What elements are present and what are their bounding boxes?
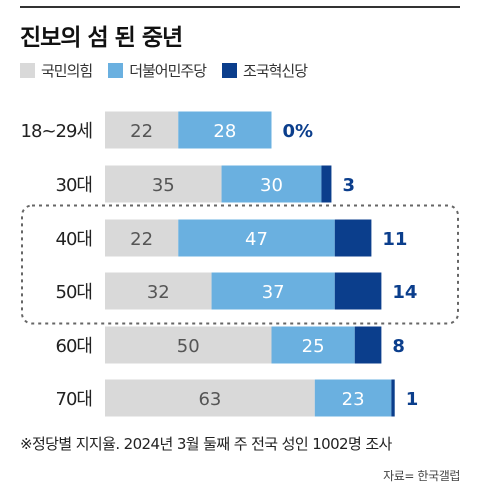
category-label: 60대 bbox=[56, 336, 92, 357]
value-label: 32 bbox=[147, 282, 170, 303]
value-label: 14 bbox=[392, 282, 417, 303]
bar-segment bbox=[105, 272, 212, 310]
bar-segment bbox=[178, 111, 272, 149]
bar-segment bbox=[211, 272, 335, 310]
value-label: 3 bbox=[342, 175, 355, 196]
value-label: 23 bbox=[342, 389, 365, 410]
value-label: 0% bbox=[283, 121, 314, 142]
legend-item-democratic: 더불어민주당 bbox=[108, 60, 207, 81]
bar-segment bbox=[334, 272, 382, 310]
value-label: 63 bbox=[198, 389, 221, 410]
legend-swatch-democratic bbox=[108, 62, 124, 78]
title-rule bbox=[20, 6, 460, 8]
legend-label-rebuilding: 조국혁신당 bbox=[243, 61, 308, 80]
legend-label-ppp: 국민의힘 bbox=[41, 61, 93, 80]
source-credit: 자료= 한국갤럽 bbox=[383, 469, 460, 483]
bar-segment bbox=[178, 219, 335, 257]
value-label: 22 bbox=[130, 229, 153, 250]
bar-segment bbox=[105, 379, 315, 417]
stacked-bar-chart: 18~29세 22 28 0% 30대 35 30 3 40대 22 47 11 50대 32 37 14 60… bbox=[21, 111, 459, 417]
value-label: 35 bbox=[152, 175, 175, 196]
footnote: ※정당별 지지율. 2024년 3월 둘째 주 전국 성인 1002명 조사 bbox=[20, 435, 392, 453]
value-label: 37 bbox=[262, 282, 285, 303]
category-label: 50대 bbox=[56, 282, 92, 303]
bar-segment bbox=[105, 165, 222, 203]
bar-segment bbox=[354, 326, 382, 364]
bar-segment bbox=[105, 219, 179, 257]
legend-item-ppp: 국민의힘 bbox=[20, 60, 93, 81]
value-label: 47 bbox=[245, 229, 268, 250]
legend-item-rebuilding: 조국혁신당 bbox=[222, 60, 308, 81]
legend-label-democratic: 더불어민주당 bbox=[129, 61, 207, 80]
bar-segment bbox=[391, 379, 395, 417]
category-label: 40대 bbox=[56, 229, 92, 250]
legend: 국민의힘 더불어민주당 조국혁신당 bbox=[20, 60, 308, 81]
value-label: 50 bbox=[177, 336, 200, 357]
legend-swatch-rebuilding bbox=[222, 62, 238, 78]
value-label: 22 bbox=[130, 121, 153, 142]
legend-swatch-ppp bbox=[20, 62, 35, 78]
category-label: 70대 bbox=[56, 389, 92, 410]
bar-segment bbox=[321, 165, 332, 203]
bar-segment bbox=[314, 379, 392, 417]
bar-segment bbox=[271, 326, 355, 364]
category-label: 18~29세 bbox=[21, 121, 92, 142]
bar-segment bbox=[105, 326, 272, 364]
value-label: 25 bbox=[302, 336, 325, 357]
value-label: 11 bbox=[382, 229, 407, 250]
chart-title: 진보의 섬 된 중년 bbox=[20, 25, 183, 51]
bar-segment bbox=[221, 165, 322, 203]
value-label: 1 bbox=[406, 389, 419, 410]
value-label: 28 bbox=[213, 121, 236, 142]
value-label: 8 bbox=[392, 336, 405, 357]
category-label: 30대 bbox=[56, 175, 92, 196]
bar-segment bbox=[334, 219, 372, 257]
bar-segment bbox=[105, 111, 179, 149]
value-label: 30 bbox=[260, 175, 283, 196]
